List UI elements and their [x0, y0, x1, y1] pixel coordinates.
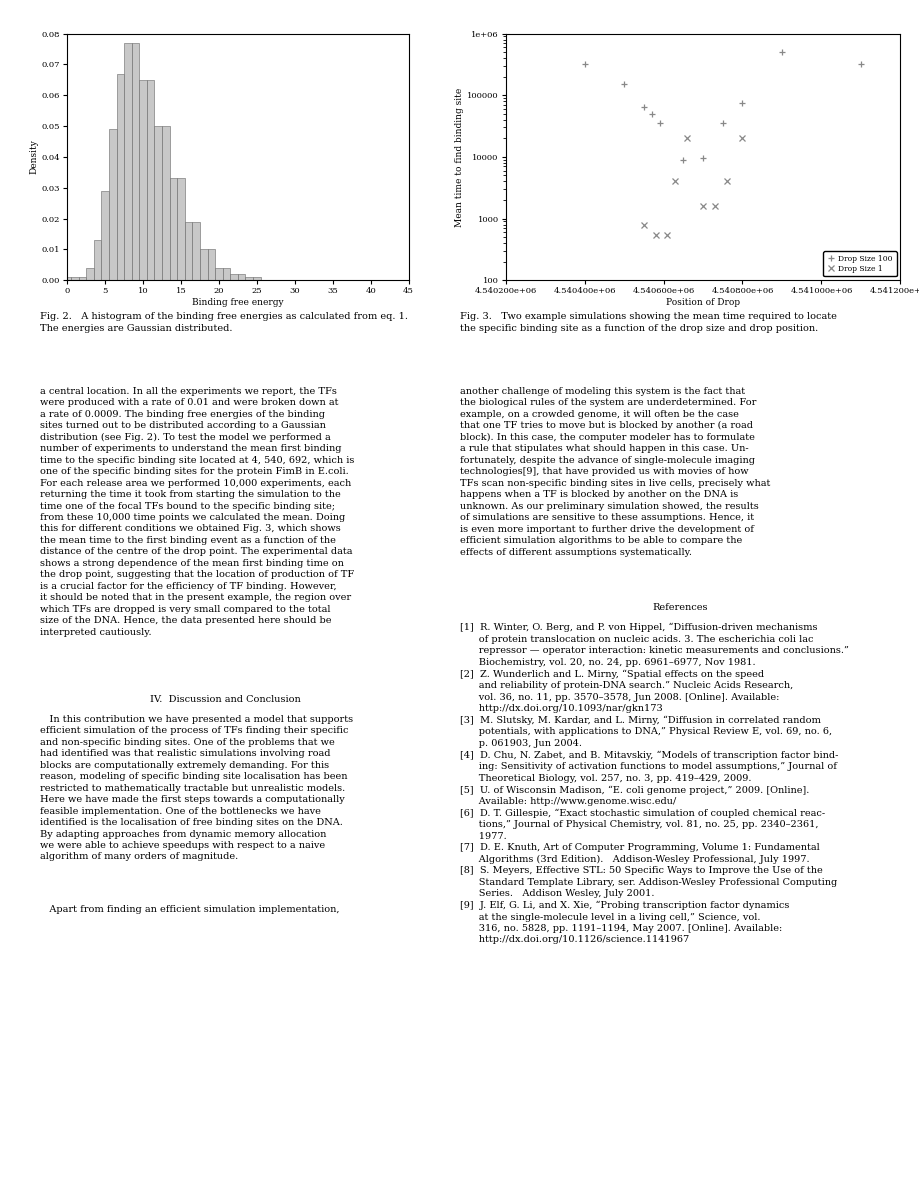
Bar [147, 80, 154, 280]
Bar [108, 129, 117, 280]
Bar [245, 278, 253, 280]
Text: Apart from finding an efficient simulation implementation,: Apart from finding an efficient simulati… [40, 905, 339, 915]
Text: In this contribution we have presented a model that supports
efficient simulatio: In this contribution we have presented a… [40, 715, 352, 861]
Bar [86, 268, 94, 280]
Bar [177, 179, 185, 280]
X-axis label: Position of Drop: Position of Drop [665, 298, 739, 307]
Bar [63, 278, 71, 280]
Text: [1]  R. Winter, O. Berg, and P. von Hippel, “Diffusion-driven mechanisms
      o: [1] R. Winter, O. Berg, and P. von Hippe… [460, 623, 847, 944]
Y-axis label: Mean time to find binding site: Mean time to find binding site [455, 87, 464, 226]
Drop Size 1 [709, 199, 720, 213]
Drop Size 100 [653, 117, 664, 131]
Drop Size 100 [677, 152, 688, 167]
Drop Size 100 [638, 100, 649, 114]
Text: Fig. 3.   Two example simulations showing the mean time required to locate
the s: Fig. 3. Two example simulations showing … [460, 312, 835, 333]
Bar [192, 222, 199, 280]
Text: References: References [652, 604, 707, 612]
Bar [139, 80, 147, 280]
Bar [154, 126, 162, 280]
Drop Size 1 [681, 131, 692, 145]
Drop Size 100 [736, 95, 747, 110]
Drop Size 100 [717, 117, 728, 131]
Text: a central location. In all the experiments we report, the TFs
were produced with: a central location. In all the experimen… [40, 387, 354, 636]
Bar [131, 43, 139, 280]
Drop Size 1 [650, 227, 661, 242]
Bar [169, 179, 177, 280]
Y-axis label: Density: Density [29, 139, 39, 174]
Bar [101, 191, 108, 280]
Drop Size 100 [618, 77, 629, 92]
Text: another challenge of modeling this system is the fact that
the biological rules : another challenge of modeling this syste… [460, 387, 769, 556]
Drop Size 1 [720, 174, 732, 188]
Bar [222, 268, 230, 280]
Drop Size 100 [645, 107, 656, 121]
Legend: Drop Size 100, Drop Size 1: Drop Size 100, Drop Size 1 [823, 251, 896, 276]
Drop Size 1 [669, 174, 680, 188]
Bar [124, 43, 131, 280]
Bar [94, 241, 101, 280]
Bar [215, 268, 222, 280]
Bar [199, 249, 208, 280]
Bar [208, 249, 215, 280]
Bar [162, 126, 169, 280]
Bar [238, 274, 245, 280]
X-axis label: Binding free energy: Binding free energy [192, 298, 283, 307]
Drop Size 100 [578, 57, 589, 71]
Drop Size 1 [662, 227, 673, 242]
Line: Drop Size 100: Drop Size 100 [581, 49, 863, 163]
Bar [253, 278, 260, 280]
Text: IV.  Discussion and Conclusion: IV. Discussion and Conclusion [150, 696, 300, 704]
Drop Size 1 [638, 218, 649, 232]
Drop Size 1 [736, 131, 747, 145]
Text: Fig. 2.   A histogram of the binding free energies as calculated from eq. 1.
The: Fig. 2. A histogram of the binding free … [40, 312, 407, 333]
Line: Drop Size 1: Drop Size 1 [640, 136, 744, 238]
Bar [78, 278, 86, 280]
Drop Size 1 [697, 199, 708, 213]
Bar [230, 274, 238, 280]
Bar [185, 222, 192, 280]
Drop Size 100 [855, 57, 866, 71]
Drop Size 100 [776, 45, 787, 60]
Drop Size 100 [697, 151, 708, 166]
Bar [117, 74, 124, 280]
Bar [71, 278, 78, 280]
